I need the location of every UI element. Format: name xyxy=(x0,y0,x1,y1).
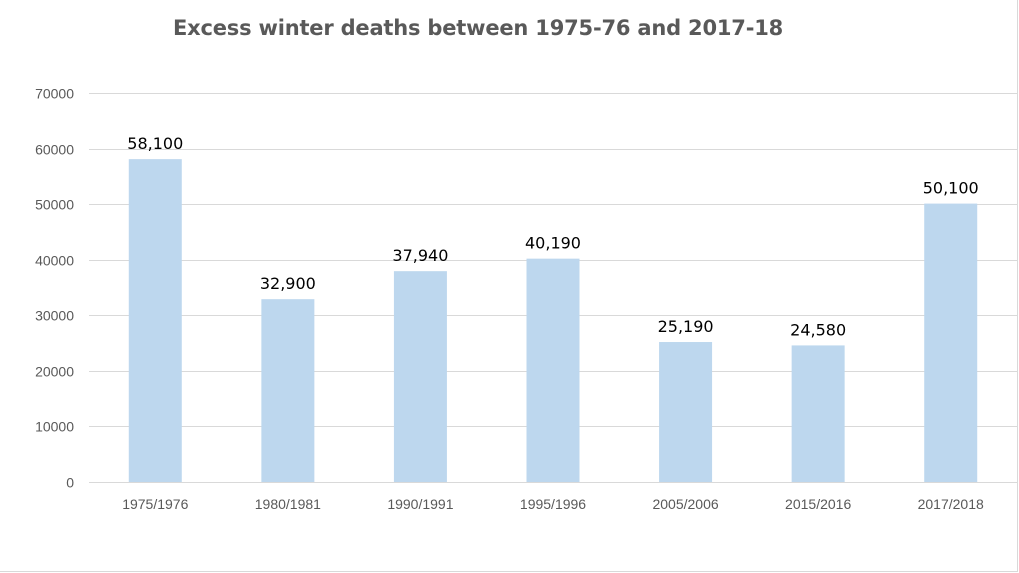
x-tick-label: 1990/1991 xyxy=(387,496,453,512)
bar xyxy=(659,342,713,482)
bar xyxy=(261,299,315,482)
data-label: 37,940 xyxy=(392,246,448,265)
data-label: 25,190 xyxy=(658,317,714,336)
x-tick-label: 1980/1981 xyxy=(255,496,321,512)
bar xyxy=(393,271,447,482)
y-tick-label: 60000 xyxy=(35,142,74,158)
x-axis-ticks: 1975/1976 1980/1981 1990/1991 1995/1996 2005… xyxy=(122,496,984,512)
data-label: 32,900 xyxy=(260,274,316,293)
chart-title: Excess winter deaths between 1975-76 and… xyxy=(173,16,784,40)
data-label: 50,100 xyxy=(923,179,979,198)
bar xyxy=(791,345,845,482)
y-tick-label: 10000 xyxy=(35,419,74,435)
bar xyxy=(526,258,580,482)
x-tick-label: 1995/1996 xyxy=(520,496,586,512)
y-tick-label: 70000 xyxy=(35,86,74,102)
y-tick-label: 40000 xyxy=(35,253,74,269)
y-tick-label: 0 xyxy=(66,475,74,491)
y-tick-label: 30000 xyxy=(35,308,74,324)
data-label: 40,190 xyxy=(525,234,581,253)
y-tick-label: 20000 xyxy=(35,364,74,380)
bars xyxy=(128,159,978,482)
x-tick-label: 2015/2016 xyxy=(785,496,851,512)
bar xyxy=(924,203,978,482)
y-axis-ticks: 0 10000 20000 30000 40000 50000 60000 70000 xyxy=(35,86,74,491)
x-tick-label: 2017/2018 xyxy=(918,496,984,512)
x-tick-label: 1975/1976 xyxy=(122,496,188,512)
y-tick-label: 50000 xyxy=(35,197,74,213)
bar xyxy=(128,159,182,482)
data-label: 58,100 xyxy=(127,134,183,153)
data-labels: 58,100 32,900 37,940 40,190 25,190 24,580 50,1… xyxy=(127,134,978,339)
x-tick-label: 2005/2006 xyxy=(652,496,718,512)
data-label: 24,580 xyxy=(790,320,846,339)
